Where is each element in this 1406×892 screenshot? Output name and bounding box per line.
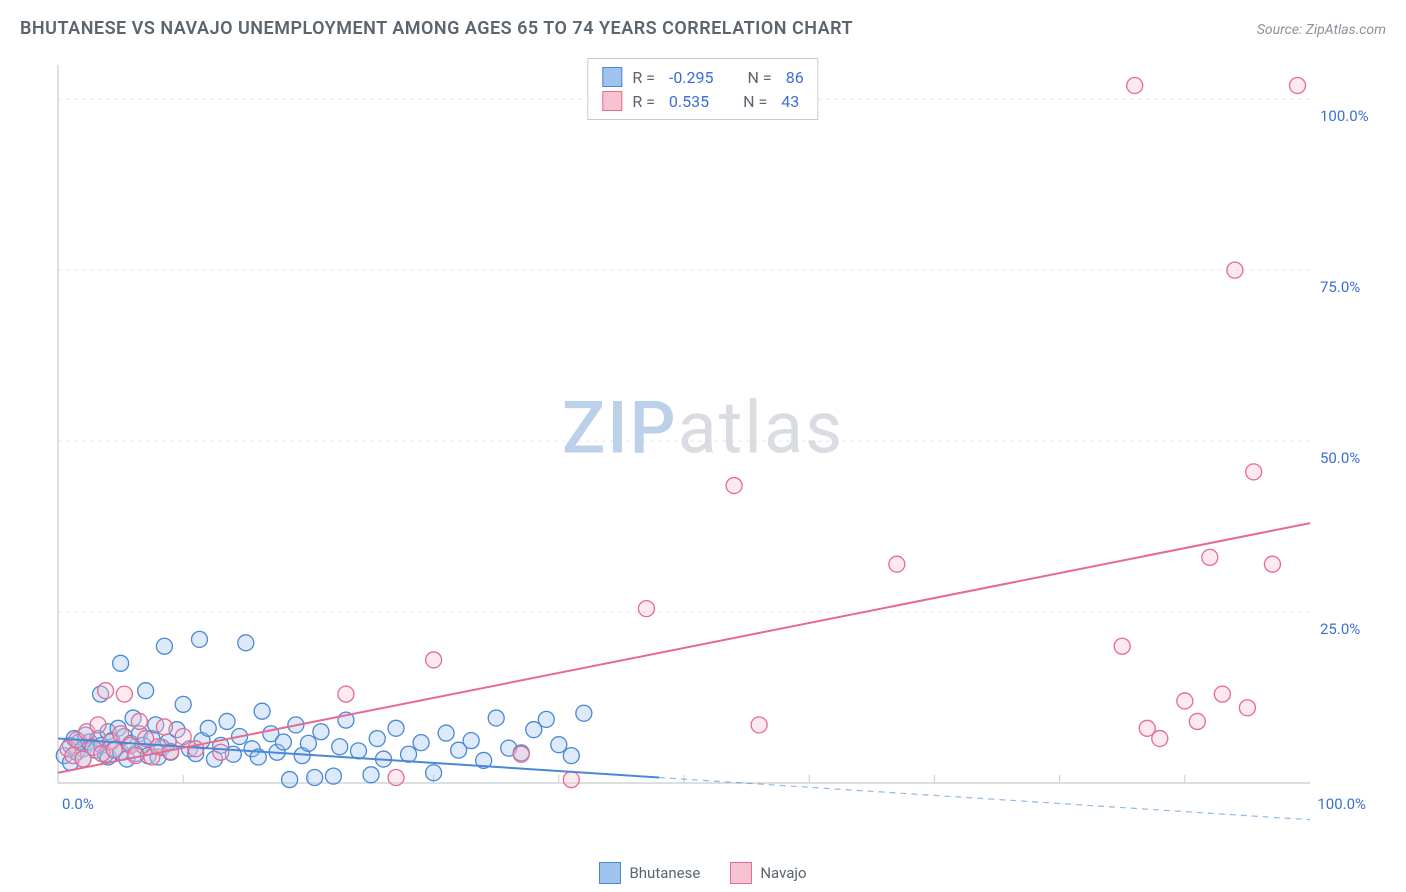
r-value: -0.295 — [669, 68, 714, 87]
n-label: N = — [748, 68, 772, 87]
swatch-navajo — [730, 862, 752, 884]
legend: Bhutanese Navajo — [0, 862, 1406, 884]
svg-text:25.0%: 25.0% — [1320, 620, 1360, 638]
swatch-bhutanese — [599, 862, 621, 884]
swatch-navajo — [602, 91, 622, 111]
svg-text:100.0%: 100.0% — [1320, 107, 1369, 125]
legend-label: Navajo — [760, 864, 806, 882]
svg-text:75.0%: 75.0% — [1320, 278, 1360, 296]
svg-text:50.0%: 50.0% — [1320, 449, 1360, 467]
svg-text:100.0%: 100.0% — [1317, 795, 1366, 813]
chart-title: BHUTANESE VS NAVAJO UNEMPLOYMENT AMONG A… — [20, 18, 853, 39]
title-bar: BHUTANESE VS NAVAJO UNEMPLOYMENT AMONG A… — [20, 18, 1386, 39]
chart-svg: 25.0% 50.0% 75.0% 100.0% 0.0% 100.0% — [50, 55, 1380, 825]
svg-text:0.0%: 0.0% — [62, 795, 94, 813]
source-attribution: Source: ZipAtlas.com — [1257, 22, 1386, 38]
r-label: R = — [632, 92, 655, 111]
correlation-stats-box: R = -0.295 N = 86 R = 0.535 N = 43 — [587, 58, 818, 120]
swatch-bhutanese — [602, 67, 622, 87]
legend-item-navajo: Navajo — [730, 862, 806, 884]
r-label: R = — [632, 68, 655, 87]
scatter-plot: 25.0% 50.0% 75.0% 100.0% 0.0% 100.0% — [50, 55, 1380, 825]
stats-row-bhutanese: R = -0.295 N = 86 — [602, 65, 803, 89]
legend-label: Bhutanese — [629, 864, 700, 882]
n-value: 43 — [781, 92, 799, 111]
n-label: N = — [743, 92, 767, 111]
r-value: 0.535 — [669, 92, 709, 111]
n-value: 86 — [786, 68, 804, 87]
stats-row-navajo: R = 0.535 N = 43 — [602, 89, 803, 113]
legend-item-bhutanese: Bhutanese — [599, 862, 700, 884]
